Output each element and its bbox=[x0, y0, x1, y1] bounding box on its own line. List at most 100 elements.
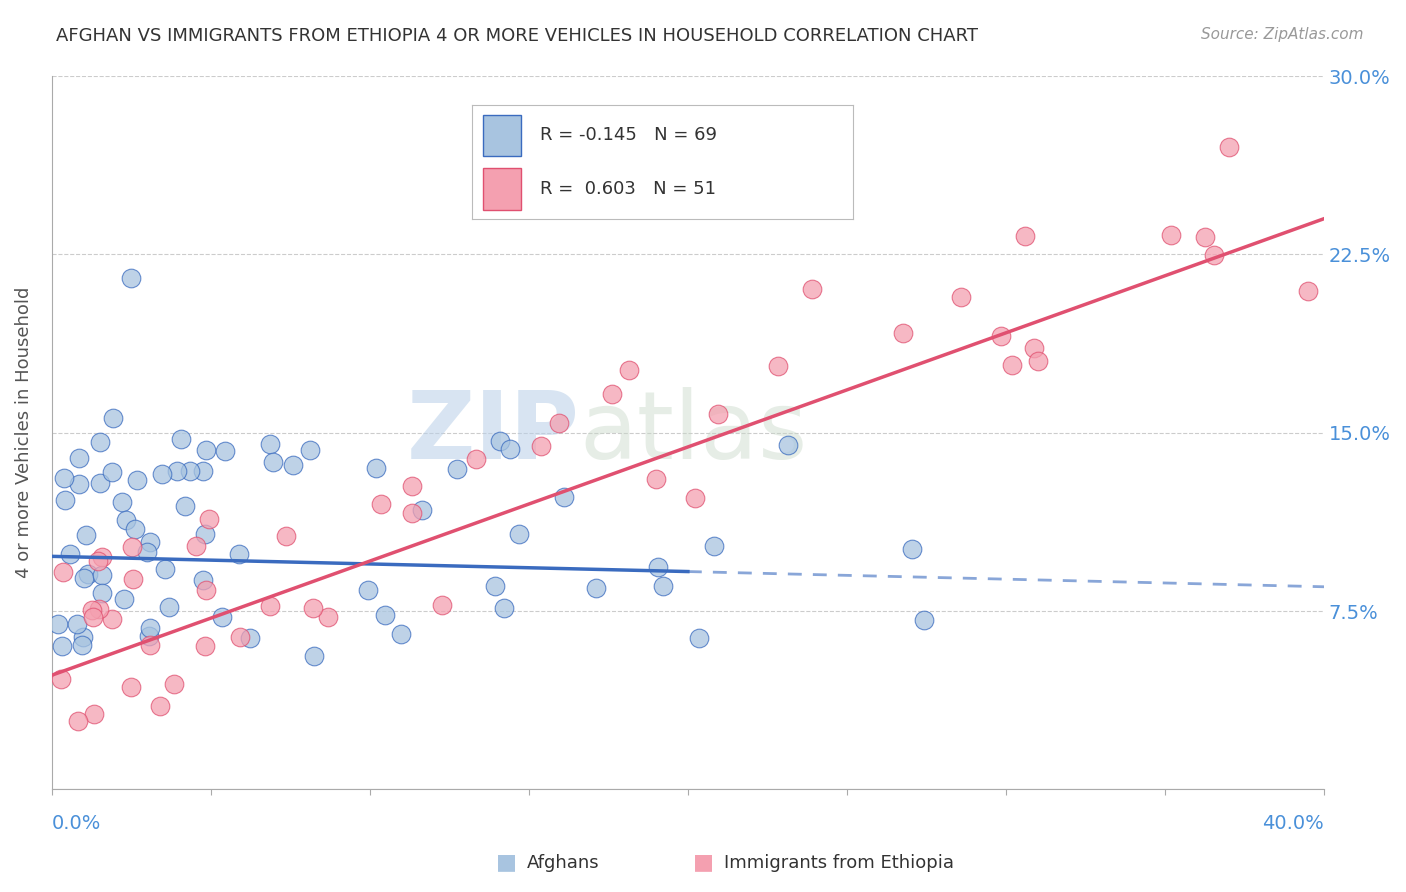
Point bbox=[49, 672, 72, 686]
Point bbox=[46, 617, 69, 632]
Point bbox=[194, 527, 217, 541]
Point bbox=[530, 439, 553, 453]
Point bbox=[800, 282, 823, 296]
Point bbox=[1001, 358, 1024, 372]
Point bbox=[155, 562, 177, 576]
Point bbox=[124, 522, 146, 536]
Text: Afghans: Afghans bbox=[527, 855, 600, 872]
Point bbox=[401, 478, 423, 492]
Point bbox=[67, 477, 90, 491]
Point bbox=[1014, 229, 1036, 244]
Point bbox=[1024, 341, 1046, 355]
Point bbox=[70, 638, 93, 652]
Text: Immigrants from Ethiopia: Immigrants from Ethiopia bbox=[724, 855, 955, 872]
Point bbox=[214, 444, 236, 458]
Point bbox=[91, 568, 114, 582]
Point bbox=[508, 527, 530, 541]
Point bbox=[89, 602, 111, 616]
Point bbox=[87, 554, 110, 568]
Point bbox=[259, 437, 281, 451]
Point bbox=[121, 540, 143, 554]
Point bbox=[195, 583, 218, 598]
Point bbox=[585, 581, 607, 595]
Point bbox=[211, 610, 233, 624]
Point bbox=[1194, 230, 1216, 244]
Point bbox=[157, 599, 180, 614]
Point bbox=[122, 572, 145, 586]
Point bbox=[619, 362, 641, 376]
Point bbox=[194, 639, 217, 653]
Point bbox=[139, 534, 162, 549]
Point bbox=[89, 434, 111, 449]
Point bbox=[465, 451, 488, 466]
Point bbox=[83, 706, 105, 721]
Point bbox=[67, 451, 90, 466]
Point bbox=[138, 629, 160, 643]
Point bbox=[89, 475, 111, 490]
Point bbox=[374, 608, 396, 623]
Point bbox=[706, 407, 728, 421]
Text: AFGHAN VS IMMIGRANTS FROM ETHIOPIA 4 OR MORE VEHICLES IN HOUSEHOLD CORRELATION C: AFGHAN VS IMMIGRANTS FROM ETHIOPIA 4 OR … bbox=[56, 27, 979, 45]
Point bbox=[366, 461, 388, 475]
Point bbox=[59, 547, 82, 561]
Text: ZIP: ZIP bbox=[406, 387, 579, 479]
Point bbox=[645, 472, 668, 486]
Point bbox=[262, 455, 284, 469]
Point bbox=[66, 616, 89, 631]
Point bbox=[136, 545, 159, 559]
Point bbox=[111, 494, 134, 508]
Point bbox=[401, 506, 423, 520]
Point bbox=[492, 601, 515, 615]
Point bbox=[150, 467, 173, 482]
Point bbox=[688, 632, 710, 646]
Point bbox=[703, 539, 725, 553]
Point bbox=[51, 639, 73, 653]
Point bbox=[66, 714, 89, 729]
Point bbox=[912, 613, 935, 627]
Point bbox=[139, 638, 162, 652]
Point bbox=[498, 442, 520, 457]
Point bbox=[950, 290, 973, 304]
Point bbox=[101, 465, 124, 479]
Point bbox=[53, 471, 76, 485]
Point bbox=[600, 387, 623, 401]
Point bbox=[990, 329, 1012, 343]
Text: 0.0%: 0.0% bbox=[52, 814, 101, 833]
Point bbox=[1026, 354, 1049, 368]
Point bbox=[103, 411, 125, 425]
Point bbox=[72, 630, 94, 644]
Point bbox=[301, 600, 323, 615]
Point bbox=[72, 571, 94, 585]
Point bbox=[298, 443, 321, 458]
Point bbox=[170, 432, 193, 446]
Point bbox=[112, 591, 135, 606]
Point bbox=[173, 500, 195, 514]
Point bbox=[91, 586, 114, 600]
Point bbox=[82, 609, 104, 624]
Point bbox=[149, 699, 172, 714]
Point bbox=[370, 497, 392, 511]
Point bbox=[138, 621, 160, 635]
Point bbox=[125, 473, 148, 487]
Point bbox=[357, 583, 380, 598]
Text: atlas: atlas bbox=[579, 387, 808, 479]
Point bbox=[1204, 248, 1226, 262]
Point bbox=[389, 626, 412, 640]
Point bbox=[446, 462, 468, 476]
Point bbox=[100, 612, 122, 626]
Point bbox=[120, 271, 142, 285]
Point bbox=[239, 631, 262, 645]
Point bbox=[75, 528, 97, 542]
Point bbox=[120, 681, 142, 695]
Point bbox=[768, 359, 790, 373]
Point bbox=[900, 541, 922, 556]
Point bbox=[893, 326, 915, 340]
Point bbox=[179, 464, 201, 478]
Point bbox=[651, 579, 673, 593]
Point bbox=[166, 464, 188, 478]
Point bbox=[228, 630, 250, 644]
Point bbox=[228, 547, 250, 561]
Y-axis label: 4 or more Vehicles in Household: 4 or more Vehicles in Household bbox=[15, 287, 32, 578]
Point bbox=[683, 491, 706, 505]
Point bbox=[162, 676, 184, 690]
